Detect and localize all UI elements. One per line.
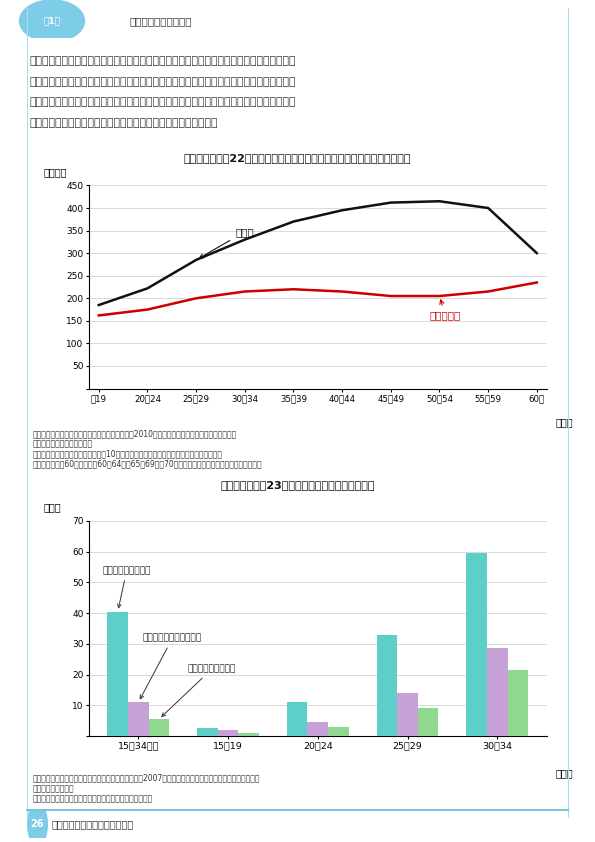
Text: （注）　数値は、有業者に占める未婚でない者の割合。: （注） 数値は、有業者に占める未婚でない者の割合。 [33,794,153,803]
Text: 資料出所　厚生労働省「賃金構造基本統計調査（2010年）」をもとに厚生労働省労働政策担当: 資料出所 厚生労働省「賃金構造基本統計調査（2010年）」をもとに厚生労働省労働… [33,429,237,439]
Bar [466,553,487,736]
Text: 低い。賃金の上昇が見辿みにくい正社員以外の雇用形態で働いている場合、自ら生計を立て: 低い。賃金の上昇が見辿みにくい正社員以外の雇用形態で働いている場合、自ら生計を立… [30,77,296,87]
Bar [508,670,528,736]
Bar [149,719,170,736]
Bar [328,727,349,736]
Text: えられ、結婚して家族をもつことも難しいことがうかがわれる。: えられ、結婚して家族をもつことも難しいことがうかがわれる。 [30,118,218,128]
Text: 正社員以外: 正社員以外 [430,300,461,321]
Bar [308,722,328,736]
Text: 参事官室にて作成: 参事官室にて作成 [33,440,93,449]
Text: 労働経済の推移と特徴: 労働経済の推移と特徴 [130,16,193,26]
Text: 第１－（１）－23図　就業形態別男性の有配偶率: 第１－（１）－23図 就業形態別男性の有配偶率 [220,480,375,490]
Text: にて作成: にて作成 [33,784,74,793]
Text: 正社員: 正社員 [199,227,254,258]
Text: 26: 26 [31,819,44,829]
Ellipse shape [27,802,48,842]
Text: （歳）: （歳） [556,769,574,778]
Text: （千円）: （千円） [43,168,67,178]
Bar [397,693,418,736]
Bar [218,730,239,736]
Text: 配偶率をみると、正規の職員・従業員に比べ、正規の職員・従業員以外の有配偶率は著しく: 配偶率をみると、正規の職員・従業員に比べ、正規の職員・従業員以外の有配偶率は著し… [30,56,296,67]
Ellipse shape [20,0,84,42]
Text: （％）: （％） [43,502,61,512]
Text: るべき状況におかれたとしても、収入や雇用の安定の面で将来への見通しが立ちにくいと考: るべき状況におかれたとしても、収入や雇用の安定の面で将来への見通しが立ちにくいと… [30,98,296,107]
Bar [418,708,439,736]
Bar [239,733,259,736]
Bar [108,611,128,736]
Text: 資料出所　総務省統計局「就業構造基本統計調査」（2007年）をもとに厚生労働省労働政策担当参事官室: 資料出所 総務省統計局「就業構造基本統計調査」（2007年）をもとに厚生労働省労… [33,774,260,783]
Text: 第1章: 第1章 [43,16,61,25]
Text: ２）60歳以上は、60～64歳、65～69歳、70歳以上の平均金額の加重平均により算出。: ２）60歳以上は、60～64歳、65～69歳、70歳以上の平均金額の加重平均によ… [33,460,262,469]
Bar [287,702,308,736]
Bar [128,702,149,736]
Text: 平成２３年版　労働経済の分析: 平成２３年版 労働経済の分析 [52,819,134,829]
Text: 第１－（１）－22図　正社員及び正社員以外の賃金カーブ（一般労働者）: 第１－（１）－22図 正社員及び正社員以外の賃金カーブ（一般労働者） [184,153,411,163]
Text: 正規の職員・従業員以外: 正規の職員・従業員以外 [140,634,202,699]
Bar [377,635,397,736]
Bar [197,728,218,736]
Text: （歳）: （歳） [556,417,574,427]
Bar [487,648,508,736]
Text: （注）　１）数値は企業規模計（10人以上）のきまって支給する現金給与額の平均値。: （注） １）数値は企業規模計（10人以上）のきまって支給する現金給与額の平均値。 [33,450,223,459]
Text: 正規の職員・従業員: 正規の職員・従業員 [102,566,151,608]
Text: パート・アルバイト: パート・アルバイト [162,664,236,717]
